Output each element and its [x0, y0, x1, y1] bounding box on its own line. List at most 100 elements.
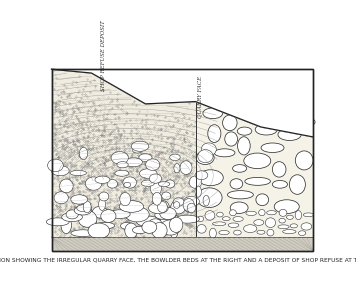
- Ellipse shape: [146, 159, 160, 170]
- Ellipse shape: [54, 192, 68, 204]
- Ellipse shape: [197, 216, 204, 222]
- Ellipse shape: [265, 218, 276, 228]
- Ellipse shape: [237, 127, 252, 135]
- Ellipse shape: [290, 224, 298, 228]
- Ellipse shape: [51, 166, 69, 176]
- Ellipse shape: [158, 202, 167, 213]
- Ellipse shape: [74, 206, 91, 215]
- Ellipse shape: [213, 222, 226, 226]
- Ellipse shape: [173, 202, 180, 208]
- Ellipse shape: [245, 177, 271, 185]
- Ellipse shape: [201, 143, 216, 156]
- Ellipse shape: [95, 176, 110, 183]
- Ellipse shape: [123, 177, 136, 188]
- Ellipse shape: [183, 197, 199, 206]
- Ellipse shape: [222, 115, 237, 131]
- Ellipse shape: [239, 105, 262, 116]
- Ellipse shape: [62, 213, 82, 222]
- Ellipse shape: [230, 202, 248, 213]
- Ellipse shape: [124, 158, 142, 167]
- Ellipse shape: [219, 230, 229, 235]
- Ellipse shape: [256, 194, 269, 206]
- Ellipse shape: [185, 202, 193, 212]
- Ellipse shape: [246, 211, 256, 216]
- Ellipse shape: [203, 108, 222, 119]
- Ellipse shape: [189, 176, 202, 188]
- Ellipse shape: [233, 216, 243, 222]
- Ellipse shape: [148, 219, 162, 229]
- Ellipse shape: [101, 210, 116, 222]
- Ellipse shape: [169, 217, 183, 232]
- Ellipse shape: [171, 200, 186, 214]
- Ellipse shape: [145, 225, 163, 232]
- Ellipse shape: [298, 231, 306, 235]
- Ellipse shape: [115, 170, 129, 176]
- Ellipse shape: [70, 170, 87, 175]
- Ellipse shape: [274, 200, 299, 213]
- Bar: [52, 69, 313, 251]
- Ellipse shape: [287, 215, 293, 219]
- Ellipse shape: [183, 198, 194, 212]
- Ellipse shape: [119, 201, 144, 212]
- Ellipse shape: [124, 182, 131, 187]
- Ellipse shape: [120, 193, 131, 206]
- Ellipse shape: [160, 207, 176, 219]
- Ellipse shape: [265, 109, 288, 117]
- Ellipse shape: [88, 228, 106, 235]
- Ellipse shape: [289, 175, 305, 194]
- Ellipse shape: [155, 211, 176, 220]
- Ellipse shape: [230, 179, 243, 189]
- Ellipse shape: [196, 151, 214, 165]
- Ellipse shape: [197, 225, 206, 233]
- Ellipse shape: [152, 222, 167, 238]
- Ellipse shape: [295, 151, 313, 170]
- Ellipse shape: [257, 230, 265, 234]
- Ellipse shape: [195, 171, 208, 180]
- Ellipse shape: [92, 206, 108, 218]
- Ellipse shape: [254, 220, 264, 225]
- Ellipse shape: [303, 213, 314, 217]
- Ellipse shape: [244, 153, 271, 169]
- Ellipse shape: [140, 169, 157, 178]
- Ellipse shape: [228, 223, 239, 228]
- Ellipse shape: [272, 181, 288, 188]
- Ellipse shape: [107, 179, 117, 188]
- Ellipse shape: [175, 215, 199, 223]
- Ellipse shape: [132, 148, 142, 153]
- Ellipse shape: [99, 198, 105, 210]
- Polygon shape: [52, 69, 313, 137]
- Ellipse shape: [85, 177, 102, 190]
- Ellipse shape: [272, 162, 286, 177]
- Ellipse shape: [267, 229, 274, 236]
- Ellipse shape: [225, 132, 237, 146]
- Polygon shape: [52, 69, 313, 237]
- Ellipse shape: [301, 223, 312, 230]
- Ellipse shape: [227, 191, 253, 199]
- Ellipse shape: [180, 161, 192, 175]
- Text: SHOP REFUSE DEPOSIT: SHOP REFUSE DEPOSIT: [101, 20, 106, 91]
- Ellipse shape: [162, 192, 171, 200]
- Ellipse shape: [267, 211, 276, 215]
- Ellipse shape: [278, 129, 301, 141]
- Ellipse shape: [168, 216, 183, 227]
- Ellipse shape: [136, 216, 160, 227]
- Ellipse shape: [61, 217, 72, 234]
- Ellipse shape: [279, 219, 286, 223]
- Ellipse shape: [217, 212, 223, 217]
- Ellipse shape: [170, 154, 180, 160]
- Ellipse shape: [150, 182, 162, 195]
- Ellipse shape: [79, 147, 88, 160]
- Ellipse shape: [214, 149, 235, 157]
- Ellipse shape: [155, 200, 169, 214]
- Ellipse shape: [109, 210, 130, 219]
- Ellipse shape: [174, 164, 180, 173]
- Ellipse shape: [117, 162, 128, 168]
- Ellipse shape: [149, 174, 162, 183]
- Ellipse shape: [261, 143, 284, 153]
- Ellipse shape: [141, 180, 155, 186]
- Ellipse shape: [230, 210, 236, 216]
- Ellipse shape: [197, 188, 222, 207]
- Ellipse shape: [111, 152, 129, 164]
- Bar: [52, 69, 313, 251]
- Ellipse shape: [152, 192, 162, 205]
